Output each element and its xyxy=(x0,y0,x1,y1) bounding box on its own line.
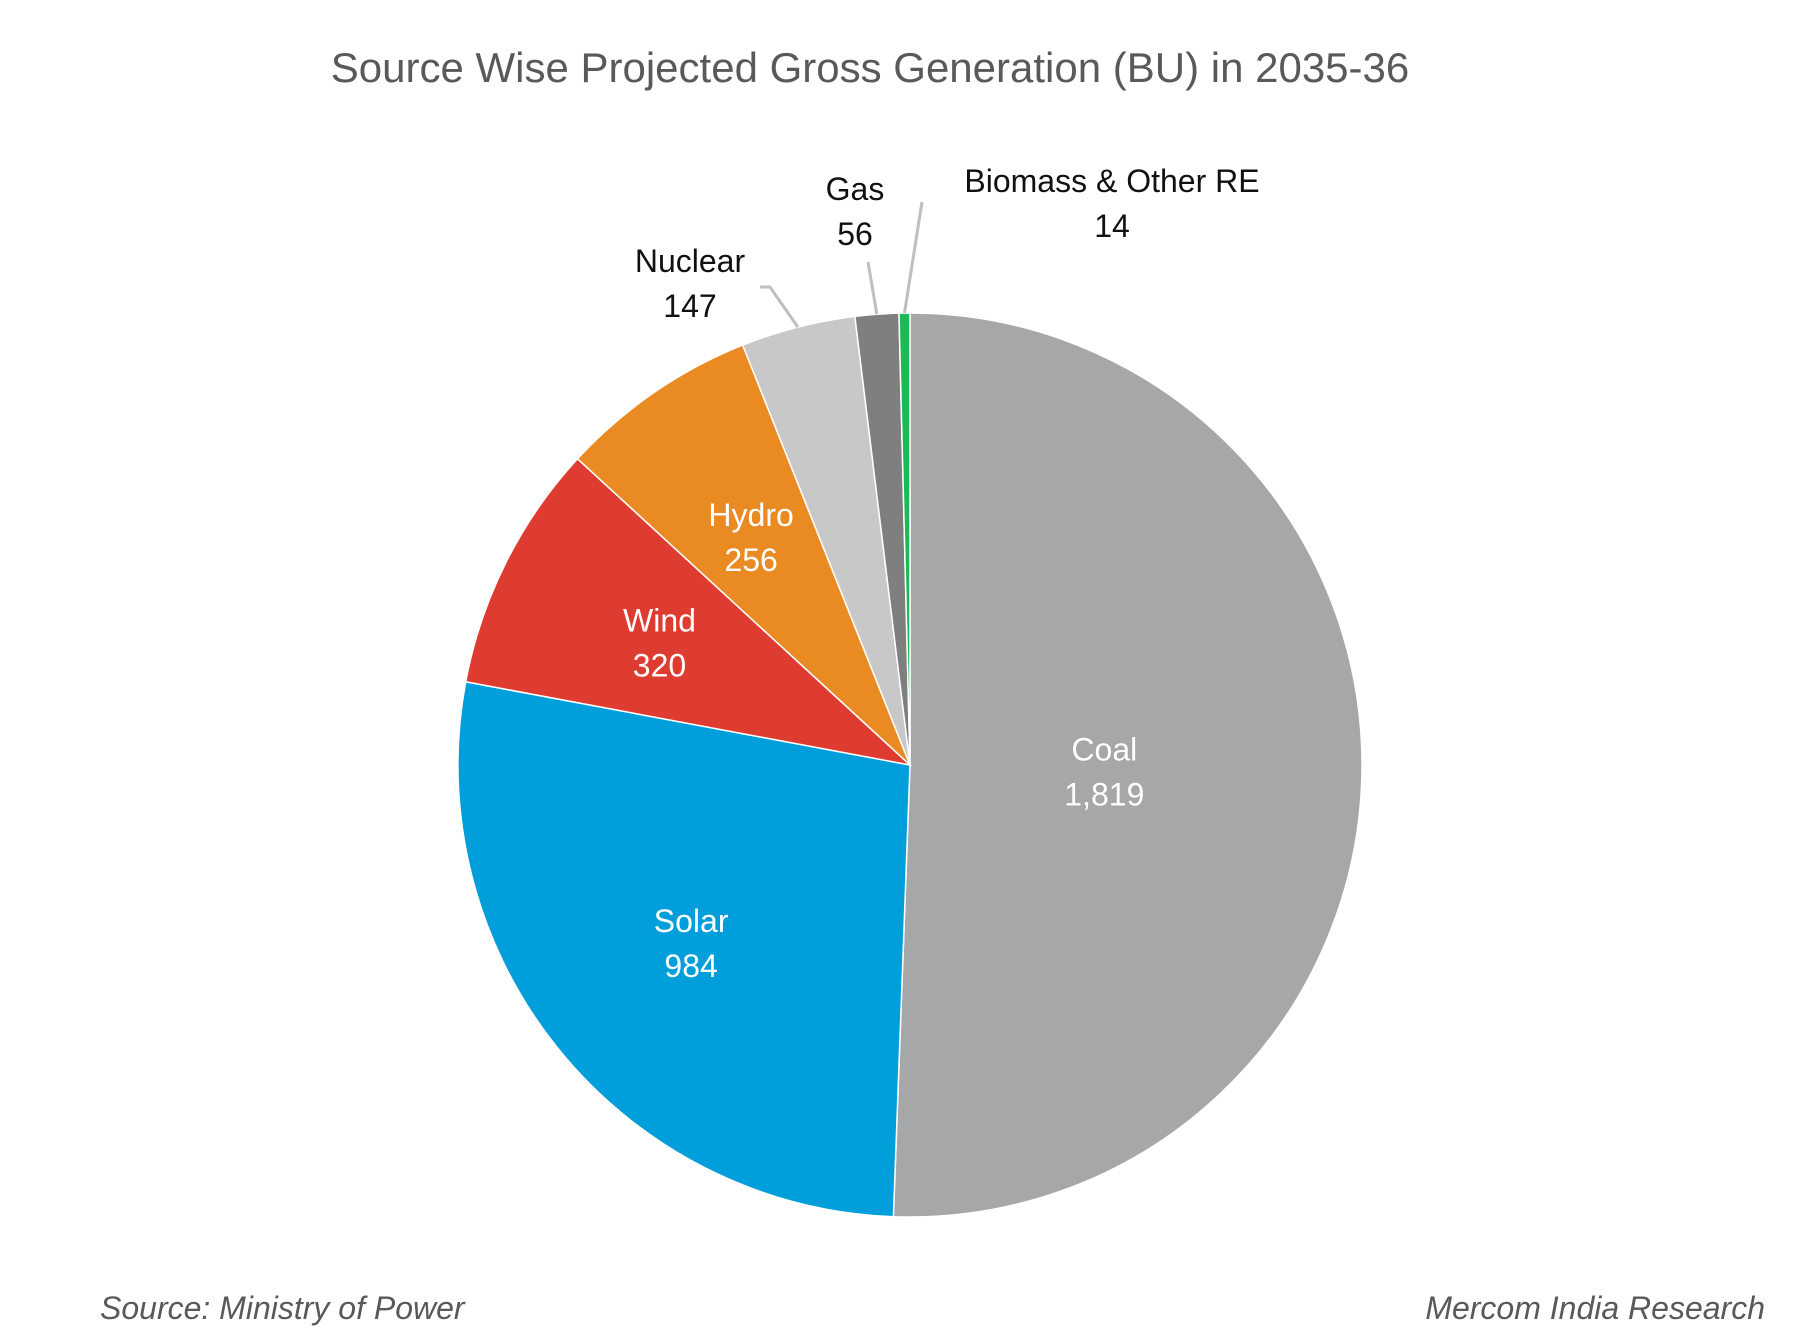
chart-title: Source Wise Projected Gross Generation (… xyxy=(330,44,1410,91)
data-label-gas-value: 56 xyxy=(837,216,873,252)
data-label-solar-value: 984 xyxy=(664,948,717,984)
data-label-nuclear-name: Nuclear xyxy=(635,243,746,279)
data-label-solar-name: Solar xyxy=(654,903,729,939)
data-label-coal-value: 1,819 xyxy=(1064,777,1144,813)
data-label-hydro-name: Hydro xyxy=(708,497,793,533)
data-label-biomass-other-re-name: Biomass & Other RE xyxy=(964,163,1259,199)
leader-line-biomass-other-re xyxy=(902,201,924,314)
data-label-gas-name: Gas xyxy=(826,171,885,207)
pie-slice-wind xyxy=(464,457,913,767)
data-label-hydro-value: 256 xyxy=(724,542,777,578)
source-note: Source: Ministry of Power xyxy=(100,1290,465,1326)
pie-slice-coal xyxy=(892,312,1363,1218)
pie-slice-hydro xyxy=(576,344,911,766)
data-label-wind-name: Wind xyxy=(623,602,696,638)
credit-note: Mercom India Research xyxy=(1425,1290,1765,1326)
data-label-nuclear-value: 147 xyxy=(663,288,716,324)
data-label-coal-name: Coal xyxy=(1071,732,1137,768)
leader-line-gas xyxy=(866,261,879,315)
data-label-wind-value: 320 xyxy=(633,647,686,683)
pie-slice-solar xyxy=(457,680,911,1218)
data-label-biomass-other-re-value: 14 xyxy=(1094,208,1130,244)
leader-line-nuclear xyxy=(760,285,800,328)
